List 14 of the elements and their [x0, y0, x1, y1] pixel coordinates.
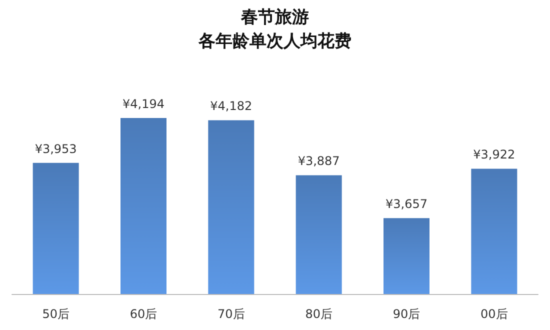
x-tick-label: 60后	[130, 307, 158, 321]
x-tick-label: 90后	[392, 307, 420, 321]
data-label: ¥4,194	[122, 97, 164, 111]
data-label: ¥3,887	[298, 154, 340, 168]
data-label: ¥4,182	[210, 99, 252, 114]
data-label: ¥3,953	[34, 142, 77, 156]
x-tick-label: 70后	[218, 307, 245, 321]
data-label: ¥3,657	[386, 197, 428, 212]
data-label: ¥3,922	[473, 148, 516, 162]
x-tick-label: 00后	[480, 307, 508, 321]
chart-subtitle: 各年龄单次人均花费	[198, 32, 352, 52]
x-tick-label: 50后	[42, 307, 70, 321]
chart-title: 春节旅游	[240, 8, 309, 28]
x-tick-label: 80后	[305, 307, 332, 321]
